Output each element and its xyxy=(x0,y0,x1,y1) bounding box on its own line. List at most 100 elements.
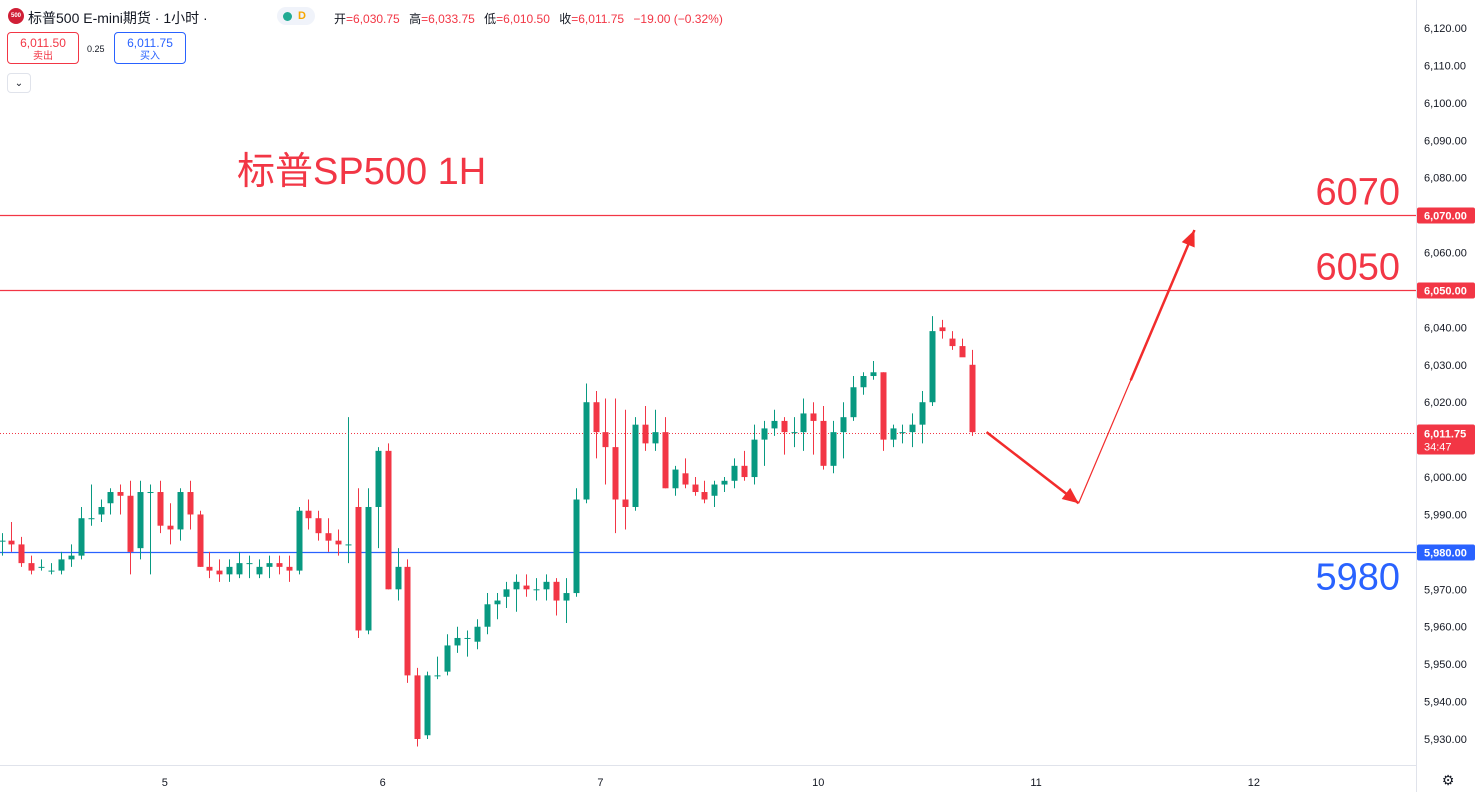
candle[interactable] xyxy=(315,510,322,541)
candle[interactable] xyxy=(880,372,887,451)
candle[interactable] xyxy=(58,551,65,575)
collapse-button[interactable]: ⌄ xyxy=(7,73,31,93)
candle[interactable] xyxy=(355,488,362,638)
sell-button[interactable]: 6,011.50 卖出 xyxy=(7,32,79,64)
candle[interactable] xyxy=(533,578,540,601)
candle[interactable] xyxy=(167,503,174,545)
candle[interactable] xyxy=(602,398,609,485)
candle[interactable] xyxy=(622,409,629,530)
candle[interactable] xyxy=(107,488,114,515)
candle[interactable] xyxy=(731,458,738,489)
candle[interactable] xyxy=(127,480,134,575)
candle[interactable] xyxy=(553,578,560,616)
candle[interactable] xyxy=(870,361,877,380)
candle[interactable] xyxy=(226,559,233,582)
candle[interactable] xyxy=(781,417,788,455)
candle[interactable] xyxy=(850,376,857,421)
candle[interactable] xyxy=(939,319,946,339)
candle[interactable] xyxy=(464,630,471,657)
candle[interactable] xyxy=(593,390,600,459)
candle[interactable] xyxy=(543,574,550,601)
candle[interactable] xyxy=(672,465,679,496)
candle[interactable] xyxy=(840,402,847,459)
candle[interactable] xyxy=(642,405,649,451)
candle[interactable] xyxy=(632,417,639,511)
candle[interactable] xyxy=(216,559,223,582)
candle[interactable] xyxy=(88,484,95,526)
candle[interactable] xyxy=(147,484,154,575)
candle[interactable] xyxy=(68,544,75,567)
candle[interactable] xyxy=(474,619,481,650)
candle[interactable] xyxy=(375,447,382,549)
candle[interactable] xyxy=(305,499,312,530)
candle[interactable] xyxy=(256,559,263,579)
candle[interactable] xyxy=(236,551,243,579)
candle[interactable] xyxy=(98,499,105,522)
candle[interactable] xyxy=(810,402,817,455)
candle[interactable] xyxy=(860,372,867,395)
candle[interactable] xyxy=(800,398,807,451)
candle[interactable] xyxy=(959,338,966,358)
candle[interactable] xyxy=(197,510,204,567)
candle[interactable] xyxy=(38,559,45,571)
candle[interactable] xyxy=(523,574,530,597)
candle[interactable] xyxy=(137,480,144,560)
market-status-pill[interactable]: D xyxy=(277,7,315,25)
candle[interactable] xyxy=(276,555,283,575)
candle[interactable] xyxy=(771,409,778,436)
candle[interactable] xyxy=(919,390,926,444)
candle[interactable] xyxy=(266,555,273,579)
candle[interactable] xyxy=(701,480,708,504)
candle[interactable] xyxy=(78,506,85,560)
candle[interactable] xyxy=(751,424,758,485)
candle[interactable] xyxy=(454,626,461,653)
candle[interactable] xyxy=(494,593,501,620)
candle[interactable] xyxy=(513,574,520,612)
candle[interactable] xyxy=(28,555,35,575)
candle[interactable] xyxy=(583,383,590,504)
candle[interactable] xyxy=(365,488,372,635)
candle[interactable] xyxy=(711,480,718,507)
candle[interactable] xyxy=(335,529,342,556)
candle[interactable] xyxy=(692,477,699,496)
candle[interactable] xyxy=(652,409,659,451)
candle[interactable] xyxy=(48,563,55,575)
candle[interactable] xyxy=(503,581,510,609)
candle[interactable] xyxy=(820,405,827,470)
candle[interactable] xyxy=(424,671,431,739)
candle[interactable] xyxy=(385,443,392,590)
candle[interactable] xyxy=(246,555,253,579)
candle[interactable] xyxy=(969,349,976,436)
candle[interactable] xyxy=(484,593,491,635)
candle[interactable] xyxy=(761,420,768,466)
candle[interactable] xyxy=(8,521,15,552)
candle[interactable] xyxy=(612,398,619,534)
candle[interactable] xyxy=(899,424,906,444)
gear-icon[interactable]: ⚙ xyxy=(1441,772,1455,788)
candle[interactable] xyxy=(573,488,580,597)
candle[interactable] xyxy=(206,551,213,579)
candle[interactable] xyxy=(117,484,124,515)
candle[interactable] xyxy=(187,480,194,530)
candle[interactable] xyxy=(563,578,570,623)
candle[interactable] xyxy=(929,316,936,406)
symbol-title[interactable]: 标普500 E-mini期货 · 1小时 · xyxy=(28,10,208,26)
candle[interactable] xyxy=(286,555,293,582)
candle[interactable] xyxy=(909,413,916,448)
candle[interactable] xyxy=(830,420,837,474)
candle[interactable] xyxy=(890,424,897,448)
candle[interactable] xyxy=(949,331,956,350)
candle[interactable] xyxy=(296,506,303,575)
candle[interactable] xyxy=(662,417,669,489)
candle[interactable] xyxy=(414,667,421,747)
candle[interactable] xyxy=(741,450,748,481)
candle[interactable] xyxy=(682,458,689,489)
candle[interactable] xyxy=(0,533,6,556)
candle[interactable] xyxy=(345,417,352,564)
candle[interactable] xyxy=(157,480,164,534)
candle[interactable] xyxy=(434,656,441,680)
candle[interactable] xyxy=(325,518,332,552)
candle[interactable] xyxy=(404,559,411,683)
candle[interactable] xyxy=(395,548,402,601)
